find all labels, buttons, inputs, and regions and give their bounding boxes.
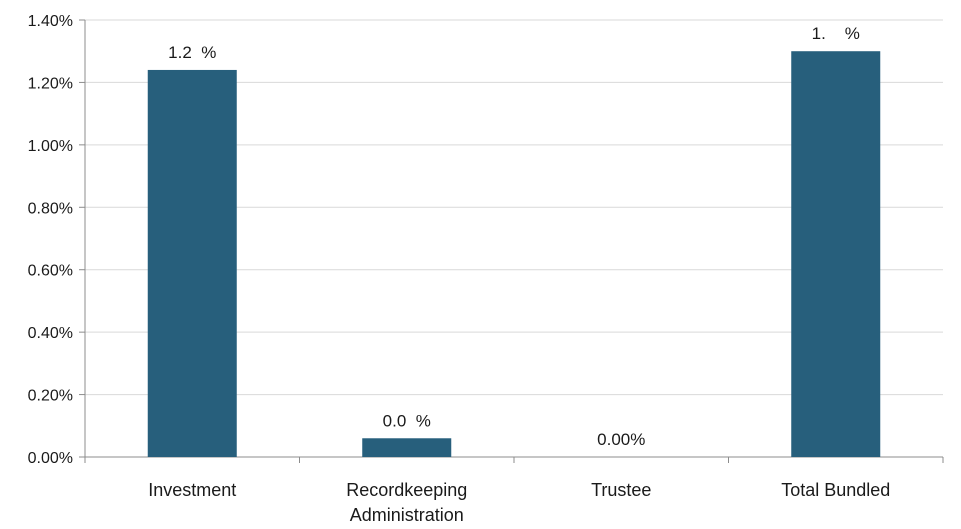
data-label: 1.2 % <box>168 43 216 62</box>
x-category-label: Investment <box>148 480 236 500</box>
data-label: 1. % <box>812 24 860 43</box>
y-tick-label: 0.60% <box>28 263 73 280</box>
x-category-label-line: Administration <box>350 505 464 525</box>
labels: 0.00% 0.20% 0.40% 0.60% 0.80% 1.00% 1.20% 1.40%… <box>28 13 891 525</box>
y-tick-label: 0.20% <box>28 388 73 405</box>
bar <box>362 438 452 457</box>
bar <box>147 69 237 457</box>
x-category-label-line: Total Bundled <box>781 480 890 500</box>
x-category-label-line: Recordkeeping <box>346 480 467 500</box>
y-tick-label: 1.40% <box>28 13 73 30</box>
y-tick-label: 0.80% <box>28 200 73 217</box>
x-category-label-line: Trustee <box>591 480 651 500</box>
y-tick-label: 1.20% <box>28 75 73 92</box>
y-tick-label: 0.00% <box>28 450 73 467</box>
x-category-label: Trustee <box>591 480 651 500</box>
bar <box>791 51 881 457</box>
x-category-label: Total Bundled <box>781 480 890 500</box>
y-tick-label: 0.40% <box>28 325 73 342</box>
y-tick-label: 1.00% <box>28 138 73 155</box>
data-label: 0.00% <box>597 430 645 449</box>
x-category-label: Recordkeeping Administration <box>346 480 467 525</box>
data-label: 0.0 % <box>383 411 431 430</box>
x-category-label-line: Investment <box>148 480 236 500</box>
bars <box>147 51 881 457</box>
